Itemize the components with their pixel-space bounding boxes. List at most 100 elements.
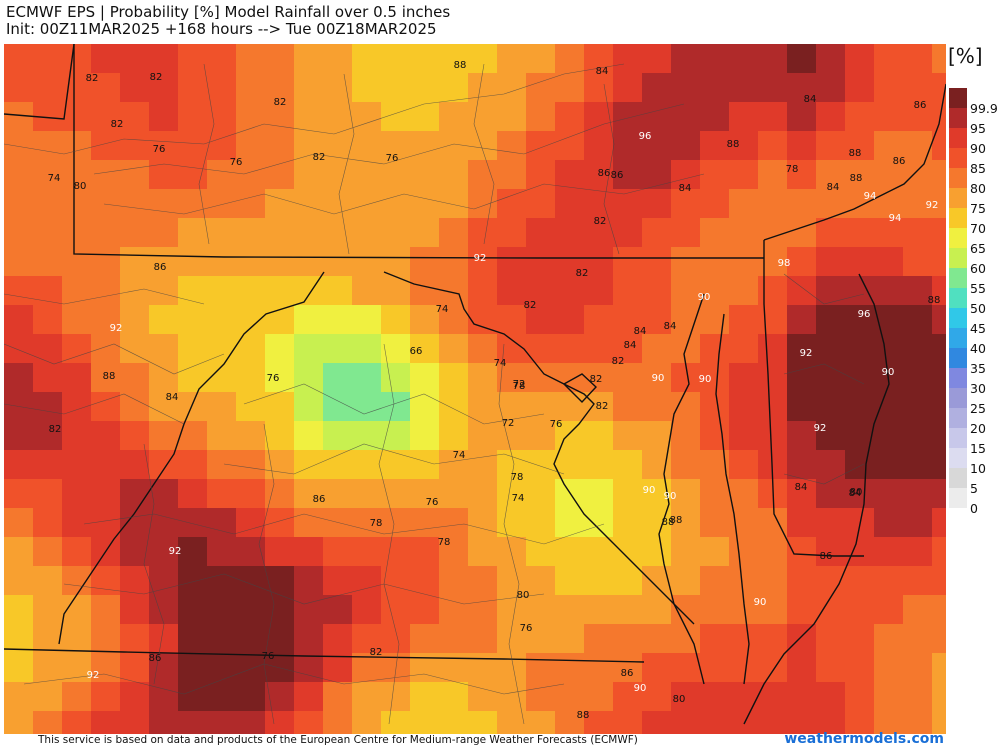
probability-value-label: 84 bbox=[795, 482, 808, 493]
grid-cell bbox=[178, 334, 207, 363]
grid-cell bbox=[729, 189, 758, 218]
grid-cell bbox=[816, 247, 845, 276]
grid-cell bbox=[410, 218, 439, 247]
grid-cell bbox=[91, 218, 120, 247]
grid-cell bbox=[62, 537, 91, 566]
probability-value-label: 96 bbox=[639, 131, 652, 142]
grid-cell bbox=[207, 276, 236, 305]
grid-cell bbox=[323, 160, 352, 189]
probability-value-label: 98 bbox=[778, 258, 791, 269]
grid-cell bbox=[62, 131, 91, 160]
grid-cell bbox=[91, 624, 120, 653]
grid-cell bbox=[526, 392, 555, 421]
grid-cell bbox=[323, 334, 352, 363]
grid-cell bbox=[555, 44, 584, 73]
grid-cell bbox=[700, 508, 729, 537]
grid-cell bbox=[903, 479, 932, 508]
grid-cell bbox=[62, 508, 91, 537]
brand-link[interactable]: weathermodels.com bbox=[784, 731, 944, 747]
grid-cell bbox=[497, 73, 526, 102]
grid-cell bbox=[236, 624, 265, 653]
grid-cell bbox=[91, 189, 120, 218]
grid-cell bbox=[787, 653, 816, 682]
grid-cell bbox=[845, 73, 874, 102]
grid-cell bbox=[33, 537, 62, 566]
grid-cell bbox=[555, 276, 584, 305]
grid-cell bbox=[526, 44, 555, 73]
grid-cell bbox=[352, 450, 381, 479]
probability-value-label: 84 bbox=[849, 488, 862, 499]
grid-cell bbox=[323, 189, 352, 218]
grid-cell bbox=[816, 450, 845, 479]
grid-cell bbox=[33, 682, 62, 711]
grid-cell bbox=[439, 44, 468, 73]
grid-cell bbox=[526, 131, 555, 160]
grid-cell bbox=[555, 334, 584, 363]
grid-cell bbox=[729, 276, 758, 305]
grid-cell bbox=[700, 160, 729, 189]
grid-cell bbox=[62, 247, 91, 276]
grid-cell bbox=[178, 131, 207, 160]
grid-cell bbox=[410, 247, 439, 276]
grid-cell bbox=[903, 537, 932, 566]
grid-cell bbox=[787, 73, 816, 102]
grid-cell bbox=[468, 450, 497, 479]
grid-cell bbox=[33, 595, 62, 624]
attribution-footer: This service is based on data and produc… bbox=[38, 734, 638, 746]
grid-cell bbox=[91, 334, 120, 363]
grid-cell bbox=[207, 450, 236, 479]
probability-grid bbox=[4, 44, 946, 734]
grid-cell bbox=[207, 334, 236, 363]
grid-cell bbox=[207, 682, 236, 711]
grid-cell bbox=[265, 450, 294, 479]
grid-cell bbox=[62, 102, 91, 131]
grid-cell bbox=[294, 102, 323, 131]
grid-cell bbox=[729, 218, 758, 247]
grid-cell bbox=[410, 566, 439, 595]
grid-cell bbox=[845, 334, 874, 363]
probability-value-label: 92 bbox=[800, 348, 813, 359]
grid-cell bbox=[787, 334, 816, 363]
grid-cell bbox=[671, 363, 700, 392]
grid-cell bbox=[497, 44, 526, 73]
grid-cell bbox=[294, 189, 323, 218]
legend-label: 70 bbox=[970, 221, 986, 236]
grid-cell bbox=[439, 102, 468, 131]
grid-cell bbox=[932, 44, 946, 73]
probability-value-label: 84 bbox=[804, 94, 817, 105]
grid-cell bbox=[178, 479, 207, 508]
grid-cell bbox=[671, 160, 700, 189]
grid-cell bbox=[439, 595, 468, 624]
grid-cell bbox=[468, 624, 497, 653]
grid-cell bbox=[903, 421, 932, 450]
grid-cell bbox=[497, 479, 526, 508]
grid-cell bbox=[787, 160, 816, 189]
grid-cell bbox=[468, 305, 497, 334]
grid-cell bbox=[642, 276, 671, 305]
grid-cell bbox=[758, 218, 787, 247]
grid-cell bbox=[91, 682, 120, 711]
grid-cell bbox=[555, 537, 584, 566]
grid-cell bbox=[584, 334, 613, 363]
grid-cell bbox=[497, 682, 526, 711]
grid-cell bbox=[642, 711, 671, 734]
grid-cell bbox=[294, 653, 323, 682]
grid-cell bbox=[758, 711, 787, 734]
grid-cell bbox=[236, 653, 265, 682]
grid-cell bbox=[497, 508, 526, 537]
grid-cell bbox=[178, 73, 207, 102]
grid-cell bbox=[787, 595, 816, 624]
probability-value-label: 82 bbox=[313, 152, 326, 163]
grid-cell bbox=[62, 421, 91, 450]
grid-cell bbox=[700, 421, 729, 450]
grid-cell bbox=[207, 653, 236, 682]
grid-cell bbox=[91, 421, 120, 450]
grid-cell bbox=[120, 653, 149, 682]
grid-cell bbox=[33, 566, 62, 595]
grid-cell bbox=[613, 189, 642, 218]
grid-cell bbox=[903, 392, 932, 421]
probability-value-label: 72 bbox=[513, 379, 526, 390]
grid-cell bbox=[642, 73, 671, 102]
grid-cell bbox=[410, 131, 439, 160]
grid-cell bbox=[439, 363, 468, 392]
